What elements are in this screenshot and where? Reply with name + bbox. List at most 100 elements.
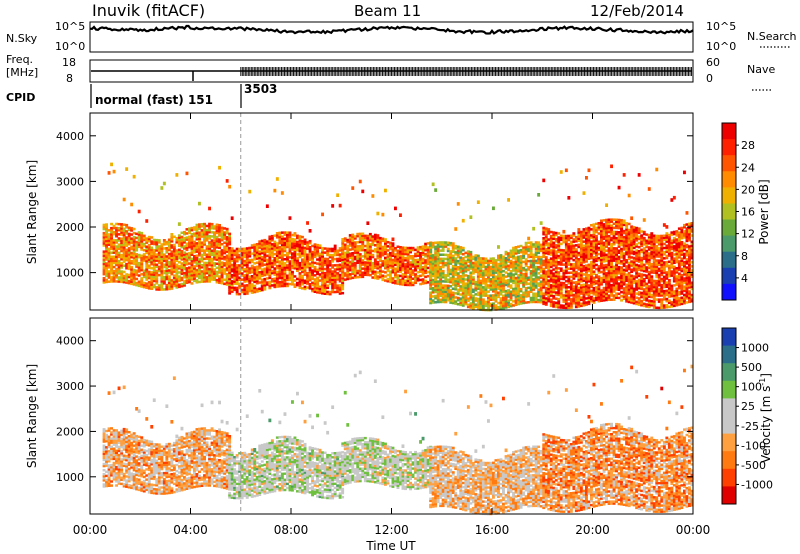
echo-cell — [235, 260, 239, 263]
echo-cell — [424, 259, 428, 262]
echo-cell — [220, 265, 224, 269]
echo-cell — [180, 258, 184, 261]
echo-cell — [253, 278, 257, 281]
echo-cell — [188, 237, 191, 241]
freq-tick-bottom: 8 — [66, 72, 73, 85]
echo-cell — [421, 245, 425, 248]
echo-cell — [165, 275, 169, 279]
echo-cell — [544, 286, 548, 290]
echo-cell — [326, 264, 330, 267]
echo-cell — [253, 258, 257, 261]
echo-cell — [268, 274, 272, 277]
echo-cell — [494, 259, 498, 262]
echo-cell — [328, 270, 332, 273]
echo-cell — [275, 285, 279, 288]
echo-cell — [248, 250, 252, 254]
echo-cell — [301, 264, 304, 267]
echo-cell — [384, 275, 387, 278]
echo-cell — [321, 273, 324, 277]
echo-cell — [145, 276, 149, 279]
echo-cell — [280, 280, 284, 284]
echo-cell — [170, 254, 174, 257]
echo-cell — [270, 249, 274, 252]
echo-cell — [343, 259, 347, 263]
echo-cell — [487, 294, 490, 297]
echo-cell — [333, 268, 337, 271]
echo-cell — [283, 233, 287, 236]
echo-cell — [464, 259, 468, 263]
echo-cell — [574, 248, 578, 251]
echo-cell — [255, 273, 259, 277]
echo-cell — [130, 253, 134, 257]
echo-cell — [193, 255, 196, 258]
echo-cell — [223, 264, 227, 267]
echo-cell — [265, 250, 269, 253]
echo-cell — [273, 267, 277, 270]
echo-cell — [625, 259, 629, 262]
echo-cell — [240, 260, 244, 263]
echo-cell — [557, 297, 561, 301]
echo-cell — [585, 301, 588, 304]
echo-cell — [600, 219, 603, 222]
echo-cell — [152, 279, 156, 283]
echo-cell — [358, 269, 362, 272]
echo-cell — [152, 248, 156, 252]
echo-cell — [177, 252, 181, 256]
echo-cell — [384, 188, 387, 193]
echo-cell — [228, 265, 232, 268]
echo-cell — [198, 254, 201, 257]
echo-cell — [167, 263, 171, 266]
echo-cell — [220, 267, 224, 271]
echo-cell — [145, 249, 149, 253]
echo-cell — [517, 245, 520, 248]
echo-cell — [110, 233, 113, 236]
echo-cell — [205, 269, 209, 273]
echo-cell — [223, 245, 227, 249]
echo-cell — [152, 240, 156, 244]
echo-cell — [336, 249, 340, 252]
echo-cell — [414, 273, 417, 276]
echo-cell — [130, 274, 134, 277]
echo-cell — [278, 276, 282, 280]
echo-cell — [333, 264, 337, 267]
echo-cell — [316, 243, 319, 247]
echo-cell — [414, 248, 417, 252]
echo-cell — [492, 294, 495, 297]
echo-cell — [140, 248, 144, 251]
echo-cell — [288, 247, 292, 251]
echo-cell — [115, 274, 118, 277]
echo-cell — [120, 245, 124, 249]
echo-cell — [280, 254, 284, 257]
echo-cell — [283, 278, 287, 281]
echo-cell — [316, 284, 319, 288]
echo-cell — [205, 255, 209, 258]
echo-cell — [255, 277, 259, 281]
echo-cell — [183, 253, 186, 256]
echo-cell — [203, 237, 206, 240]
echo-cell — [155, 265, 159, 269]
echo-cell — [296, 263, 299, 266]
echo-cell — [142, 273, 146, 277]
echo-cell — [301, 283, 304, 286]
echo-cell — [597, 240, 601, 243]
echo-cell — [180, 278, 184, 282]
echo-cell — [260, 260, 264, 263]
echo-cell — [441, 253, 445, 256]
echo-cell — [316, 289, 319, 292]
echo-cell — [102, 225, 106, 229]
echo-cell — [612, 226, 616, 230]
echo-cell — [245, 251, 249, 254]
echo-cell — [306, 282, 309, 285]
echo-cell — [507, 299, 510, 302]
echo-cell — [275, 232, 279, 235]
echo-cell — [248, 246, 252, 250]
echo-cell — [326, 276, 330, 279]
echo-cell — [341, 287, 345, 291]
echo-cell — [195, 275, 199, 278]
echo-cell — [105, 231, 108, 234]
echo-cell — [341, 250, 345, 253]
echo-cell — [301, 262, 304, 265]
echo-cell — [569, 240, 573, 244]
nave-tick-top: 60 — [706, 56, 720, 69]
echo-cell — [117, 253, 121, 257]
